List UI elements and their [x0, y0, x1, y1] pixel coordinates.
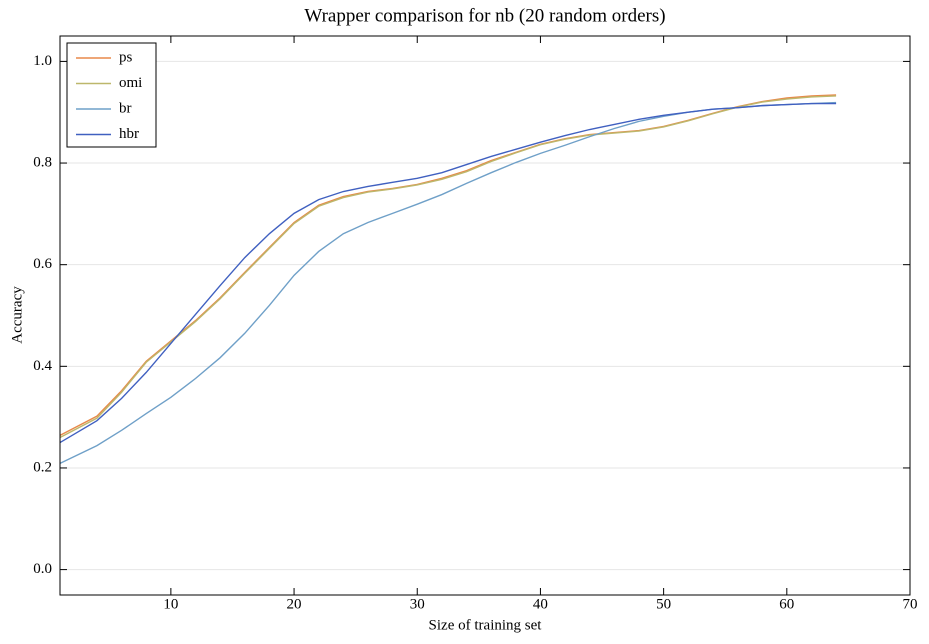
- y-tick-label: 0.4: [33, 358, 52, 374]
- y-tick-label: 1.0: [33, 53, 52, 69]
- x-tick-label: 30: [410, 596, 425, 612]
- x-tick-label: 50: [656, 596, 671, 612]
- data-line: [59, 95, 837, 439]
- data-line: [59, 101, 837, 465]
- x-tick-label: 70: [903, 596, 918, 612]
- chart-title: Wrapper comparison for nb (20 random ord…: [304, 5, 665, 26]
- x-tick-label: 10: [163, 596, 178, 612]
- legend-label: omi: [119, 75, 142, 91]
- data-line: [59, 94, 837, 437]
- legend-label: hbr: [119, 126, 139, 142]
- legend: ps omi br hbr: [66, 42, 157, 148]
- x-tick-label: 60: [779, 596, 794, 612]
- y-tick-label: 0.2: [33, 459, 52, 475]
- legend-label: ps: [119, 49, 133, 65]
- plot-frame: [59, 35, 911, 596]
- y-tick-label: 0.6: [33, 256, 52, 272]
- legend-label: br: [119, 100, 132, 116]
- y-axis-label: Accuracy: [9, 286, 25, 344]
- x-axis-label: Size of training set: [429, 617, 543, 633]
- x-tick-label: 40: [533, 596, 548, 612]
- data-line: [59, 102, 837, 444]
- y-tick-label: 0.8: [33, 154, 52, 170]
- y-tick-label: 0.0: [33, 561, 52, 577]
- legend-box: [66, 42, 157, 148]
- x-tick-label: 20: [287, 596, 302, 612]
